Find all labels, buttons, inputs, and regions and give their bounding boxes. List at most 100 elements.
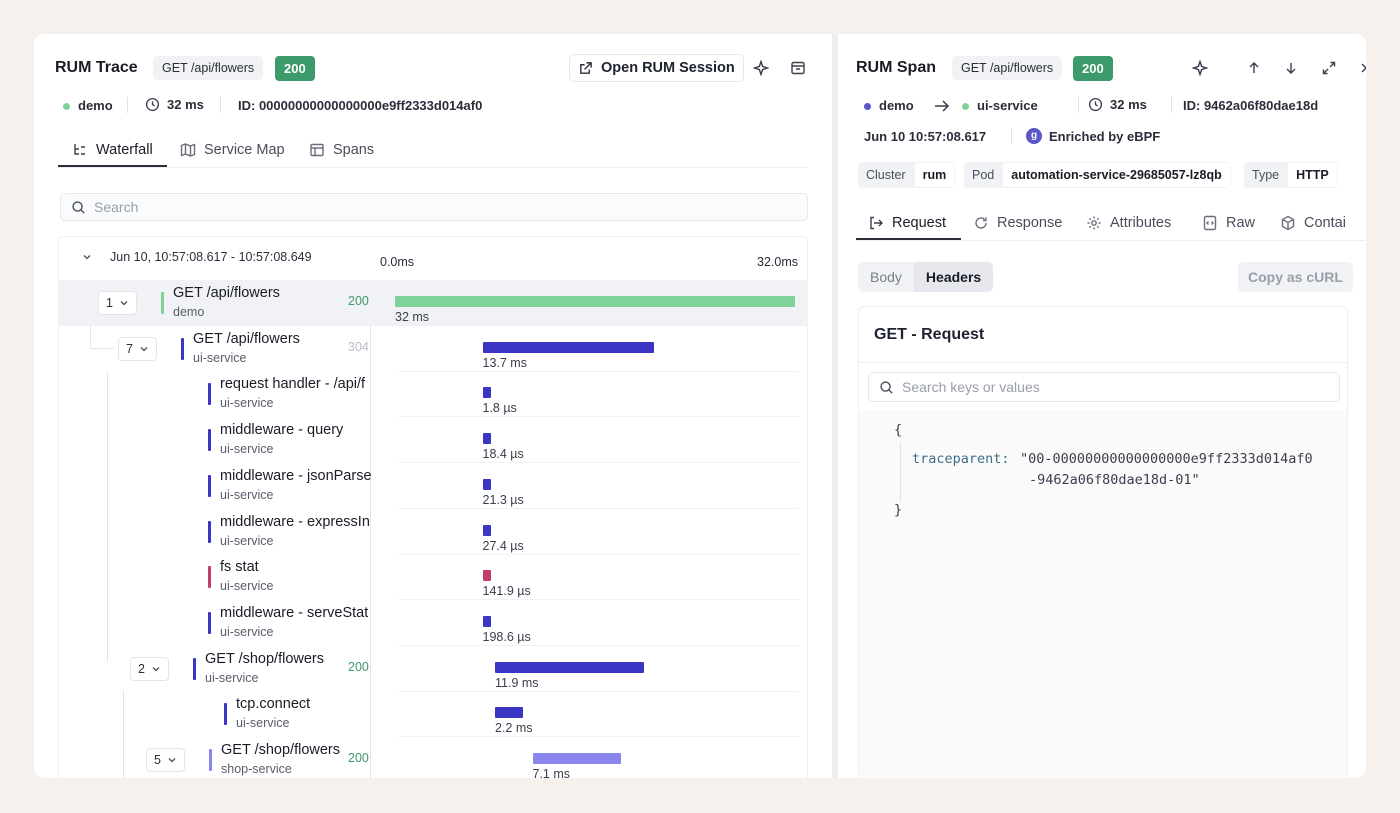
expand-children-button[interactable]: 7 xyxy=(118,336,157,361)
panel-resize-handle[interactable] xyxy=(832,34,838,778)
tabs-divider xyxy=(58,167,808,168)
tag-cluster: Cluster rum xyxy=(858,162,956,188)
headers-search-placeholder: Search keys or values xyxy=(902,379,1040,395)
copy-as-curl-button[interactable]: Copy as cURL xyxy=(1238,262,1353,292)
tab-containers[interactable]: Contai xyxy=(1280,215,1366,231)
panel-layout-icon[interactable] xyxy=(786,56,810,80)
request-card-title: GET - Request xyxy=(874,326,985,343)
waterfall-icon xyxy=(74,144,85,155)
span-name: middleware - query xyxy=(220,422,344,439)
span-duration-bar[interactable] xyxy=(482,615,491,627)
child-count: 5 xyxy=(154,753,161,767)
tag-value: rum xyxy=(913,162,956,188)
span-duration-label: 13.7 ms xyxy=(482,355,527,370)
child-count: 7 xyxy=(126,341,133,356)
tree-connector xyxy=(90,348,114,349)
span-panel: RUM Span GET /api/flowers 200 demo ui-se… xyxy=(838,34,1366,778)
response-icon xyxy=(975,217,987,229)
trace-search-input[interactable]: Search xyxy=(60,193,808,221)
span-row[interactable]: middleware - query ui-service 18.4 µs xyxy=(58,417,808,464)
span-duration-bar[interactable] xyxy=(495,707,523,719)
open-rum-session-button[interactable]: Open RUM Session xyxy=(569,54,744,82)
expand-children-button[interactable]: 2 xyxy=(130,656,169,681)
span-duration-label: 141.9 µs xyxy=(482,584,531,599)
span-duration-bar[interactable] xyxy=(532,753,622,764)
span-row[interactable]: middleware - expressIn ui-service 27.4 µs xyxy=(58,509,808,555)
card-divider xyxy=(859,362,1347,363)
span-row[interactable]: 7 GET /api/flowers ui-service 304 13.7 ms xyxy=(58,326,808,372)
span-duration-bar[interactable] xyxy=(495,661,644,673)
span-duration-bar[interactable] xyxy=(482,524,491,536)
json-value-traceparent: "00-00000000000000000e9ff2333d014af0 xyxy=(1020,451,1313,467)
span-duration-label: 18.4 µs xyxy=(482,447,524,462)
span-row[interactable]: 5 GET /shop/flowers shop-service 200 7.1 ms xyxy=(58,737,808,778)
sparkle-icon[interactable] xyxy=(1188,56,1212,80)
span-duration-bar[interactable] xyxy=(482,433,491,445)
tab-attributes[interactable]: Attributes xyxy=(1086,215,1171,231)
span-duration-label: 21.3 µs xyxy=(482,492,524,507)
tab-response-label: Response xyxy=(997,215,1063,231)
span-row[interactable]: request handler - /api/f ui-service 1.8 µs xyxy=(58,371,808,418)
span-name: GET /shop/flowers xyxy=(205,650,325,667)
span-duration-bar[interactable] xyxy=(482,478,491,490)
tree-connector xyxy=(123,690,124,778)
trace-duration-label: 32 ms xyxy=(167,97,204,112)
tab-spans[interactable]: Spans xyxy=(309,142,374,158)
trace-panel: RUM Trace GET /api/flowers 200 Open RUM … xyxy=(34,34,832,778)
span-duration-bar[interactable] xyxy=(482,570,491,582)
tab-raw[interactable]: Raw xyxy=(1202,215,1255,231)
span-to-service: ui-service xyxy=(962,98,1038,113)
row-gridline xyxy=(398,690,798,692)
tag-value: HTTP xyxy=(1287,162,1338,188)
span-color-marker xyxy=(224,703,227,726)
expand-children-button[interactable]: 1 xyxy=(98,291,137,315)
chevron-down-icon xyxy=(168,758,176,763)
json-indent-guide xyxy=(900,442,901,502)
tree-connector xyxy=(107,372,108,662)
span-color-marker xyxy=(208,611,211,634)
tab-service-map[interactable]: Service Map xyxy=(180,142,285,158)
span-duration-bar[interactable] xyxy=(482,341,654,353)
chevron-down-icon[interactable] xyxy=(82,252,92,262)
sparkle-icon[interactable] xyxy=(749,56,773,80)
span-duration-label: 11.9 ms xyxy=(495,675,539,690)
span-service: ui-service xyxy=(193,350,247,365)
span-row[interactable]: fs stat ui-service 141.9 µs xyxy=(58,554,808,601)
row-gridline xyxy=(398,416,798,418)
arrow-up-icon[interactable] xyxy=(1242,56,1266,80)
map-icon xyxy=(180,143,196,157)
row-gridline xyxy=(398,553,798,555)
span-duration-bar[interactable] xyxy=(482,387,491,399)
service-dot xyxy=(864,103,871,111)
tree-connector xyxy=(90,326,91,348)
expand-icon[interactable] xyxy=(1317,56,1341,80)
headers-toggle[interactable]: Headers xyxy=(913,262,994,292)
tab-request[interactable]: Request xyxy=(868,215,946,231)
span-row[interactable]: 2 GET /shop/flowers ui-service 200 11.9 ms xyxy=(58,646,808,692)
span-color-marker xyxy=(208,520,211,543)
headers-search-input[interactable]: Search keys or values xyxy=(868,372,1340,402)
trace-duration: 32 ms xyxy=(145,97,204,112)
span-row[interactable]: 1 GET /api/flowers demo 200 32 ms xyxy=(58,280,808,326)
expand-children-button[interactable]: 5 xyxy=(146,748,185,772)
service-status-dot xyxy=(63,103,70,111)
span-duration-bar[interactable] xyxy=(395,296,795,307)
tab-waterfall[interactable]: Waterfall xyxy=(72,142,153,158)
span-row[interactable]: tcp.connect ui-service 2.2 ms xyxy=(58,691,808,738)
span-duration-label: 1.8 µs xyxy=(482,401,517,416)
arrow-down-icon[interactable] xyxy=(1279,56,1303,80)
span-row[interactable]: middleware - serveStat ui-service 198.6 µs xyxy=(58,600,808,646)
span-service: ui-service xyxy=(205,670,259,685)
span-name: middleware - expressIn xyxy=(220,513,370,530)
body-toggle[interactable]: Body xyxy=(870,269,902,285)
body-headers-toggle: Body Headers xyxy=(858,262,994,292)
close-icon[interactable] xyxy=(1354,56,1366,80)
row-gridline xyxy=(398,507,798,509)
tab-response[interactable]: Response xyxy=(973,215,1062,231)
search-icon xyxy=(72,200,85,214)
tag-key: Cluster xyxy=(858,162,914,188)
span-row[interactable]: middleware - jsonParse ui-service 21.3 µs xyxy=(58,463,808,509)
span-status-code: 304 xyxy=(348,339,369,354)
divider xyxy=(1011,128,1012,144)
waterfall-container xyxy=(58,236,808,778)
